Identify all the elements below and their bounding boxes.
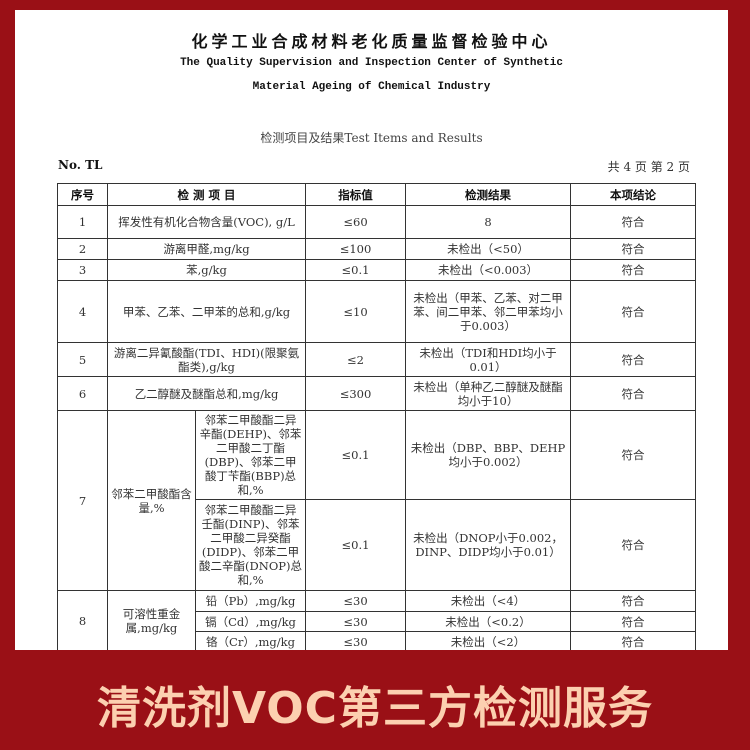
cell-item: 铬（Cr）,mg/kg — [194, 631, 307, 650]
cell-no: 4 — [57, 280, 108, 343]
cell-limit: ≤30 — [305, 631, 407, 650]
table-row: 5 游离二异氰酸酯(TDI、HDI)(限聚氨酯类),g/kg ≤2 未检出（TDI和H… — [57, 342, 697, 377]
banner-title: 清洗剂VOC第三方检测服务 — [97, 683, 653, 734]
cell-conclusion: 符合 — [570, 205, 697, 239]
cell-no: 3 — [57, 259, 108, 281]
cell-limit: ≤0.1 — [305, 410, 407, 500]
center-title-en-2: Material Ageing of Chemical Industry — [252, 81, 491, 93]
cell-no: 6 — [57, 376, 108, 411]
header-conclusion: 本项结论 — [570, 183, 697, 206]
cell-item: 挥发性有机化合物含量(VOC), g/L — [106, 205, 307, 239]
table-row: 8 可溶性重金属,mg/kg 铅（Pb）,mg/kg ≤30 未检出（<4） 符… — [57, 590, 697, 650]
cell-result: 未检出（DNOP小于0.002，DINP、DIDP均小于0.01） — [405, 499, 572, 591]
center-title-en-1: The Quality Supervision and Inspection C… — [180, 57, 563, 69]
cell-item: 邻苯二甲酸酯二异辛酯(DEHP)、邻苯二甲酸二丁酯(DBP)、邻苯二甲酸丁苄酯(… — [194, 410, 307, 500]
cell-no: 7 — [57, 410, 108, 591]
cell-group-item: 可溶性重金属,mg/kg — [107, 590, 196, 650]
cell-item: 苯,g/kg — [106, 259, 307, 281]
center-title-cn: 化学工业合成材料老化质量监督检验中心 — [191, 32, 552, 51]
results-table: 序号 检 测 项 目 指标值 检测结果 本项结论 1 挥发性有机化合物含量(VOC… — [57, 183, 697, 650]
cell-conclusion: 符合 — [570, 590, 697, 612]
table-row: 铬（Cr）,mg/kg ≤30 未检出（<2） 符合 — [58, 631, 697, 650]
cell-item: 乙二醇醚及醚酯总和,mg/kg — [106, 376, 307, 411]
cell-limit: ≤300 — [305, 376, 407, 411]
cell-no: 5 — [57, 342, 108, 377]
cell-limit: ≤10 — [305, 280, 407, 343]
header-limit: 指标值 — [305, 183, 407, 206]
cell-item: 甲苯、乙苯、二甲苯的总和,g/kg — [106, 280, 307, 343]
table-row: 镉（Cd）,mg/kg ≤30 未检出（<0.2） 符合 — [58, 611, 697, 632]
cell-no: 1 — [57, 205, 108, 239]
cell-result: 未检出（TDI和HDI均小于0.01） — [405, 342, 572, 377]
cell-conclusion: 符合 — [570, 410, 697, 500]
cell-item: 铅（Pb）,mg/kg — [194, 590, 307, 612]
cell-conclusion: 符合 — [570, 499, 697, 591]
header-item: 检 测 项 目 — [106, 183, 307, 206]
cell-group-item: 邻苯二甲酸酯含量,% — [107, 410, 196, 591]
cell-result: 未检出（甲苯、乙苯、对二甲苯、间二甲苯、邻二甲苯均小于0.003） — [405, 280, 572, 343]
table-header: 序号 检 测 项 目 指标值 检测结果 本项结论 — [57, 183, 697, 206]
table-row: 邻苯二甲酸酯二异壬酯(DINP)、邻苯二甲酸二异癸酯(DIDP)、邻苯二甲酸二辛… — [58, 499, 697, 591]
cell-result: 未检出（<50） — [405, 238, 572, 260]
cell-conclusion: 符合 — [570, 238, 697, 260]
cell-result: 8 — [405, 205, 572, 239]
cell-conclusion: 符合 — [570, 280, 697, 343]
cell-item: 游离二异氰酸酯(TDI、HDI)(限聚氨酯类),g/kg — [106, 342, 307, 377]
cell-item: 邻苯二甲酸酯二异壬酯(DINP)、邻苯二甲酸二异癸酯(DIDP)、邻苯二甲酸二辛… — [194, 499, 307, 591]
cell-result: 未检出（<4） — [405, 590, 572, 612]
cell-conclusion: 符合 — [570, 376, 697, 411]
table-row: 3 苯,g/kg ≤0.1 未检出（<0.003） 符合 — [57, 259, 697, 281]
cell-item: 镉（Cd）,mg/kg — [194, 611, 307, 632]
cell-limit: ≤2 — [305, 342, 407, 377]
table-row: 2 游离甲醛,mg/kg ≤100 未检出（<50） 符合 — [57, 238, 697, 260]
report-page: 化学工业合成材料老化质量监督检验中心 The Quality Supervisi… — [15, 10, 728, 650]
cell-result: 未检出（<0.2） — [405, 611, 572, 632]
cell-limit: ≤0.1 — [305, 259, 407, 281]
cell-no: 2 — [57, 238, 108, 260]
cell-item: 游离甲醛,mg/kg — [106, 238, 307, 260]
cell-conclusion: 符合 — [570, 631, 697, 650]
cell-limit: ≤0.1 — [305, 499, 407, 591]
cell-conclusion: 符合 — [570, 342, 697, 377]
section-title: 检测项目及结果Test Items and Results — [260, 131, 483, 145]
cell-limit: ≤100 — [305, 238, 407, 260]
report-number: No. TL — [58, 158, 103, 172]
table-row: 1 挥发性有机化合物含量(VOC), g/L ≤60 8 符合 — [57, 205, 697, 239]
cell-result: 未检出（<2） — [405, 631, 572, 650]
cell-no: 8 — [57, 590, 108, 650]
cell-result: 未检出（DBP、BBP、DEHP均小于0.002） — [405, 410, 572, 500]
cell-conclusion: 符合 — [570, 259, 697, 281]
cell-result: 未检出（单种乙二醇醚及醚酯均小于10） — [405, 376, 572, 411]
cell-limit: ≤30 — [305, 590, 407, 612]
table-row: 7 邻苯二甲酸酯含量,% 邻苯二甲酸酯二异辛酯(DEHP)、邻苯二甲酸二丁酯(D… — [57, 410, 697, 591]
page-info: 共 4 页 第 2 页 — [607, 160, 690, 174]
cell-result: 未检出（<0.003） — [405, 259, 572, 281]
cell-limit: ≤30 — [305, 611, 407, 632]
table-row: 6 乙二醇醚及醚酯总和,mg/kg ≤300 未检出（单种乙二醇醚及醚酯均小于10）符… — [57, 376, 697, 411]
header-no: 序号 — [57, 183, 108, 206]
cell-conclusion: 符合 — [570, 611, 697, 632]
header-result: 检测结果 — [405, 183, 572, 206]
table-row: 4 甲苯、乙苯、二甲苯的总和,g/kg ≤10 未检出（甲苯、乙苯、对二甲苯、间二甲苯… — [57, 280, 697, 343]
cell-limit: ≤60 — [305, 205, 407, 239]
